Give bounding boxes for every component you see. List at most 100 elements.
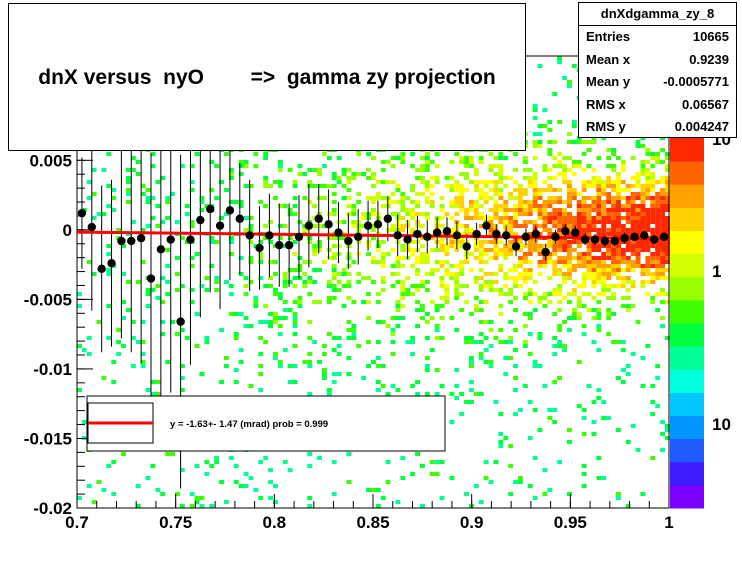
heatmap-cell [635,220,641,224]
heatmap-cell [625,248,631,252]
heatmap-cell [616,248,621,252]
heatmap-cell [655,260,661,264]
heatmap-cell [150,152,156,156]
heatmap-cell [537,144,543,148]
heatmap-cell [581,184,587,188]
profile-point [492,229,501,239]
heatmap-cell [488,480,494,484]
heatmap-cell [542,180,548,184]
heatmap-cell [380,240,386,244]
heatmap-cell [532,456,538,460]
heatmap-cell [326,156,332,160]
heatmap-cell [571,124,577,128]
heatmap-cell [331,172,337,176]
heatmap-cell [576,256,582,260]
heatmap-cell [532,364,538,368]
x-tick-label: 0.85 [356,513,389,532]
heatmap-cell [326,256,332,260]
heatmap-cell [415,324,420,328]
heatmap-cell [454,264,460,268]
heatmap-cell [655,196,661,200]
heatmap-cell [650,456,656,460]
heatmap-cell [424,392,430,396]
heatmap-cell [522,252,528,256]
heatmap-cell [552,164,558,168]
heatmap-cell [449,160,455,164]
heatmap-cell [307,496,313,500]
heatmap-cell [660,196,665,200]
heatmap-cell [380,384,386,388]
heatmap-cell [380,320,386,324]
heatmap-cell [473,248,479,252]
heatmap-cell [292,212,298,216]
heatmap-cell [233,336,239,340]
heatmap-cell [145,224,151,228]
heatmap-cell [498,164,504,168]
heatmap-cell [371,156,376,160]
heatmap-cell [400,256,406,260]
heatmap-cell [317,212,322,216]
heatmap-cell [562,176,567,180]
profile-point [531,229,540,239]
heatmap-cell [395,316,401,320]
heatmap-cell [371,280,376,284]
heatmap-cell [346,328,352,332]
heatmap-cell [660,244,665,248]
heatmap-cell [542,224,548,228]
heatmap-cell [385,480,391,484]
heatmap-cell [611,200,616,204]
heatmap-cell [606,308,612,312]
heatmap-cell [459,292,465,296]
heatmap-cell [522,324,528,328]
heatmap-cell [121,272,126,276]
heatmap-cell [522,280,528,284]
heatmap-cell [567,204,572,208]
palette-segment [670,346,704,370]
heatmap-cell [473,256,479,260]
stats-label: Mean y [586,74,631,90]
heatmap-cell [478,212,484,216]
heatmap-cell [424,336,430,340]
heatmap-cell [464,208,469,212]
heatmap-cell [611,228,616,232]
heatmap-cell [351,224,357,228]
heatmap-cell [635,140,641,144]
heatmap-cell [375,248,381,252]
heatmap-cell [586,220,592,224]
heatmap-cell [601,200,607,204]
heatmap-cell [611,248,616,252]
heatmap-cell [464,260,469,264]
heatmap-cell [635,176,641,180]
heatmap-cell [581,432,587,436]
heatmap-cell [562,248,567,252]
heatmap-cell [660,316,665,320]
heatmap-cell [331,184,337,188]
heatmap-cell [297,304,303,308]
heatmap-cell [591,136,597,140]
heatmap-cell [375,196,381,200]
heatmap-cell [277,324,283,328]
heatmap-cell [150,196,156,200]
heatmap-cell [488,320,494,324]
heatmap-cell [650,200,656,204]
heatmap-cell [346,336,352,340]
profile-point [107,259,116,268]
heatmap-cell [189,300,195,304]
heatmap-cell [429,460,435,464]
heatmap-cell [444,300,450,304]
heatmap-cell [645,244,651,248]
heatmap-cell [356,200,362,204]
heatmap-cell [459,188,465,192]
heatmap-cell [248,224,254,228]
heatmap-cell [473,304,479,308]
heatmap-cell [439,240,445,244]
heatmap-cell [591,268,597,272]
heatmap-cell [625,228,631,232]
heatmap-cell [469,360,474,364]
heatmap-cell [537,212,543,216]
heatmap-cell [130,168,136,172]
heatmap-cell [591,432,597,436]
heatmap-cell [214,240,220,244]
heatmap-cell [150,392,156,396]
heatmap-cell [307,452,313,456]
